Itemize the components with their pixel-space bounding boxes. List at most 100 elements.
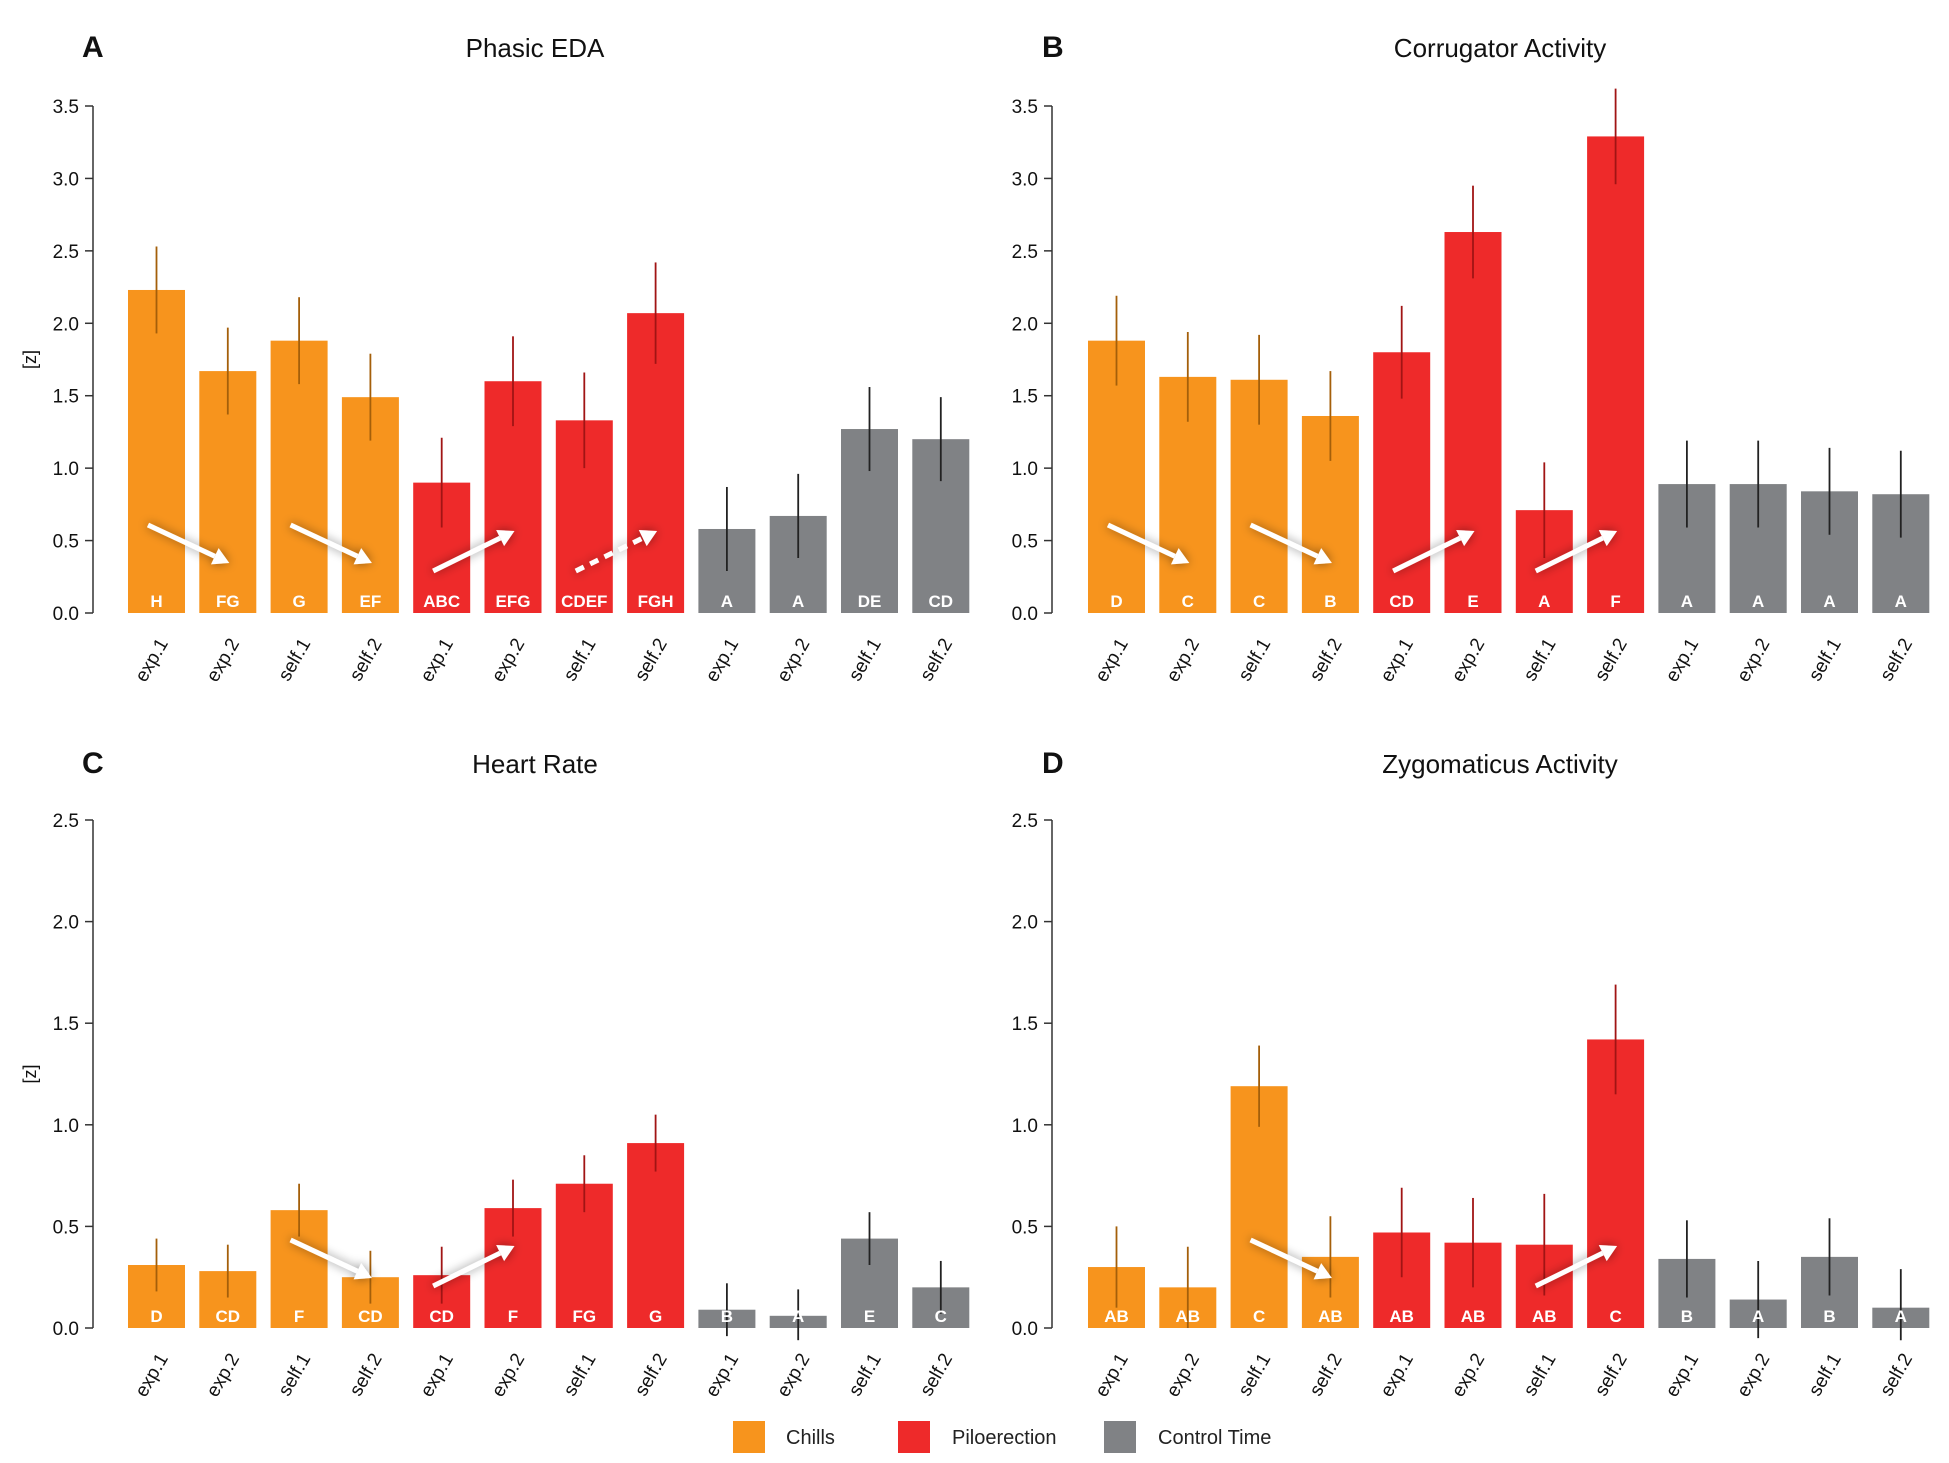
significance-letter: A bbox=[792, 592, 804, 611]
y-tick-label: 1.5 bbox=[53, 387, 79, 408]
x-tick-label: exp.2 bbox=[1163, 1350, 1204, 1401]
trend-arrow bbox=[289, 1237, 372, 1280]
trend-arrow bbox=[146, 522, 230, 565]
bar bbox=[627, 1143, 685, 1328]
x-tick-label: self.1 bbox=[560, 1350, 601, 1400]
y-tick-label: 0.5 bbox=[1012, 532, 1038, 553]
y-tick-label: 2.5 bbox=[1012, 811, 1038, 832]
trend-arrow bbox=[432, 529, 515, 574]
significance-letter: AB bbox=[1461, 1307, 1486, 1326]
x-tick-label: exp.2 bbox=[1733, 1350, 1774, 1401]
trend-arrow bbox=[1249, 522, 1332, 565]
significance-letter: AB bbox=[1104, 1307, 1129, 1326]
panel-letter: D bbox=[1042, 747, 1064, 780]
x-tick-label: self.2 bbox=[1306, 1350, 1347, 1400]
significance-letter: A bbox=[1538, 592, 1550, 611]
significance-letter: G bbox=[649, 1307, 662, 1326]
x-tick-label: exp.2 bbox=[1448, 635, 1489, 686]
legend-swatch-piloerection bbox=[898, 1421, 930, 1453]
significance-letter: C bbox=[935, 1307, 947, 1326]
significance-letter: EFG bbox=[496, 592, 531, 611]
y-tick-label: 2.5 bbox=[1012, 242, 1038, 263]
x-tick-label: self.1 bbox=[275, 1350, 316, 1400]
legend-swatch-chills bbox=[733, 1421, 765, 1453]
x-tick-label: exp.1 bbox=[1662, 1350, 1703, 1401]
significance-letter: E bbox=[864, 1307, 875, 1326]
y-axis-label: [z] bbox=[20, 1064, 40, 1083]
chart-title: Corrugator Activity bbox=[1394, 33, 1606, 63]
significance-letter: EF bbox=[360, 592, 382, 611]
significance-letter: F bbox=[508, 1307, 518, 1326]
x-tick-label: self.2 bbox=[631, 635, 672, 685]
significance-letter: A bbox=[792, 1307, 804, 1326]
significance-letter: D bbox=[1110, 592, 1122, 611]
trend-arrow bbox=[1392, 529, 1475, 574]
significance-letter: E bbox=[1467, 592, 1478, 611]
significance-letter: A bbox=[721, 592, 733, 611]
significance-letter: FG bbox=[216, 592, 240, 611]
x-tick-label: exp.2 bbox=[1733, 635, 1774, 686]
y-tick-label: 0.0 bbox=[53, 604, 79, 625]
y-tick-label: 2.5 bbox=[53, 242, 79, 263]
significance-letter: AB bbox=[1389, 1307, 1414, 1326]
x-tick-label: exp.2 bbox=[1163, 635, 1204, 686]
y-tick-label: 0.5 bbox=[53, 1217, 79, 1238]
y-tick-label: 1.0 bbox=[53, 459, 79, 480]
x-tick-label: exp.1 bbox=[131, 1350, 172, 1401]
y-tick-label: 2.0 bbox=[53, 913, 79, 934]
y-tick-label: 2.0 bbox=[1012, 913, 1038, 934]
x-tick-label: self.1 bbox=[845, 635, 886, 685]
significance-letter: AB bbox=[1318, 1307, 1343, 1326]
x-tick-label: self.2 bbox=[1591, 1350, 1632, 1400]
x-tick-label: exp.1 bbox=[417, 1350, 458, 1401]
x-tick-label: exp.2 bbox=[773, 1350, 814, 1401]
bar bbox=[1587, 136, 1645, 614]
significance-letter: FGH bbox=[638, 592, 674, 611]
x-tick-label: exp.1 bbox=[702, 635, 743, 686]
y-tick-label: 1.5 bbox=[1012, 387, 1038, 408]
x-tick-label: exp.2 bbox=[1448, 1350, 1489, 1401]
trend-arrow bbox=[289, 522, 372, 565]
significance-letter: CD bbox=[1389, 592, 1414, 611]
significance-letter: CDEF bbox=[561, 592, 607, 611]
significance-letter: A bbox=[1895, 1307, 1907, 1326]
y-tick-label: 1.0 bbox=[53, 1116, 79, 1137]
significance-letter: A bbox=[1823, 592, 1835, 611]
trend-arrow-dashed bbox=[574, 529, 658, 574]
panel-d: D Zygomaticus Activity 0.0 0.5 1.0 1.5 2.0 2.5 A… bbox=[1012, 747, 1930, 1401]
bar bbox=[1444, 232, 1502, 614]
x-tick-label: self.1 bbox=[1235, 635, 1276, 685]
trend-arrow bbox=[1249, 1237, 1332, 1280]
x-tick-label: self.2 bbox=[1591, 635, 1632, 685]
x-tick-label: self.1 bbox=[560, 635, 601, 685]
significance-letter: B bbox=[1823, 1307, 1835, 1326]
chart-title: Zygomaticus Activity bbox=[1382, 749, 1618, 779]
legend-label-control-time: Control Time bbox=[1158, 1427, 1271, 1449]
y-tick-label: 2.0 bbox=[1012, 314, 1038, 335]
x-tick-label: exp.2 bbox=[773, 635, 814, 686]
x-tick-label: self.1 bbox=[275, 635, 316, 685]
y-tick-label: 3.0 bbox=[53, 169, 79, 190]
bar bbox=[1088, 340, 1145, 613]
x-tick-label: self.2 bbox=[916, 1350, 957, 1400]
y-tick-label: 1.5 bbox=[1012, 1014, 1038, 1035]
y-tick-label: 3.5 bbox=[53, 97, 79, 118]
x-tick-label: self.1 bbox=[1805, 635, 1846, 685]
x-tick-label: self.2 bbox=[631, 1350, 672, 1400]
trend-arrow bbox=[1534, 1244, 1618, 1289]
y-tick-label: 1.0 bbox=[1012, 459, 1038, 480]
significance-letter: C bbox=[1253, 1307, 1265, 1326]
y-tick-label: 3.5 bbox=[1012, 97, 1038, 118]
y-tick-label: 0.0 bbox=[1012, 604, 1038, 625]
significance-letter: A bbox=[1895, 592, 1907, 611]
x-tick-label: self.2 bbox=[916, 635, 957, 685]
significance-letter: AB bbox=[1176, 1307, 1201, 1326]
x-tick-label: exp.1 bbox=[702, 1350, 743, 1401]
legend: Chills Piloerection Control Time bbox=[733, 1421, 1271, 1453]
significance-letter: ABC bbox=[423, 592, 460, 611]
significance-letter: CD bbox=[929, 592, 954, 611]
bar bbox=[270, 340, 328, 613]
panel-b: B Corrugator Activity 0.0 0.5 1.0 1.5 2.0 2.5 3.… bbox=[1012, 31, 1930, 686]
significance-letter: C bbox=[1253, 592, 1265, 611]
